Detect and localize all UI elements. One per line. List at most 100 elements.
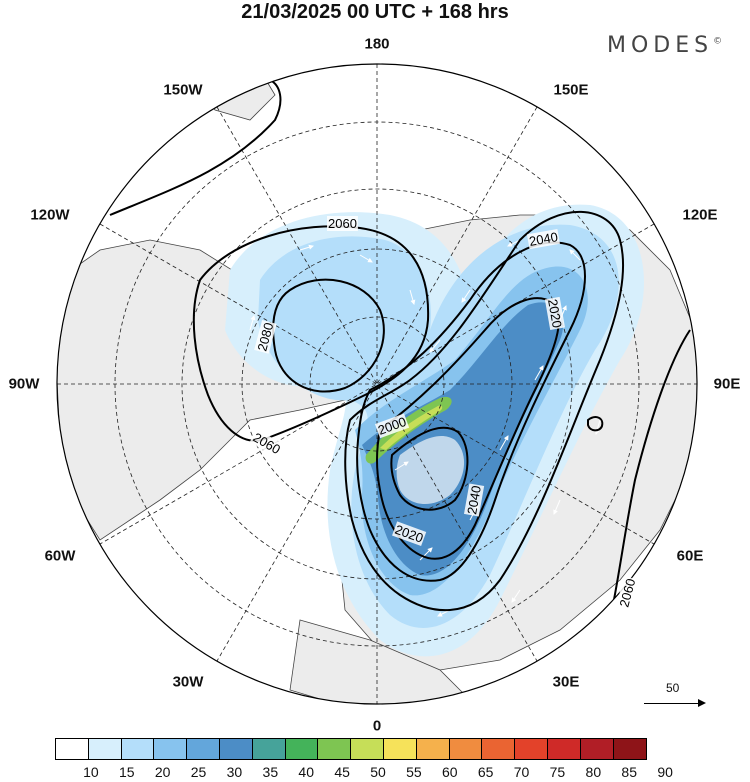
lon-label-120w: 120W	[30, 206, 70, 224]
lon-label-30e: 30E	[552, 673, 580, 691]
wind-arrow	[594, 419, 601, 435]
wind-arrow	[553, 499, 561, 515]
colorbar-cell	[154, 739, 188, 759]
brand-name: MODES	[607, 33, 714, 58]
colorbar-cell	[187, 739, 220, 759]
wind-speed-shading	[225, 204, 644, 657]
contour-label-background	[254, 319, 277, 354]
jet-max-yellow	[380, 405, 443, 450]
wind-arrow	[429, 339, 441, 353]
colorbar-cell	[383, 739, 417, 759]
contour-2000	[390, 426, 469, 511]
wind-arrow	[359, 254, 373, 263]
lon-label-90w: 90W	[8, 375, 40, 393]
map-boundary	[56, 63, 698, 705]
contour-label-background	[616, 575, 639, 610]
colorbar-tick-label: 90	[657, 764, 673, 780]
contour-label-background	[374, 413, 410, 439]
wind-arrow	[299, 244, 314, 251]
colorbar-tick-label: 25	[190, 764, 207, 780]
colorbar-cell	[482, 739, 516, 759]
colorbar-tick-label: 30	[226, 764, 243, 780]
lon-label-150w: 150W	[163, 81, 203, 99]
colorbar-cell	[56, 739, 89, 759]
wind-arrow	[507, 239, 521, 247]
lon-label-60w: 60W	[44, 547, 76, 565]
contour-label-background	[327, 216, 358, 231]
reference-vector-label: 50	[666, 681, 680, 695]
wind-arrow	[249, 315, 256, 331]
reference-wind-vector: 50	[644, 681, 708, 713]
contour-label-background	[544, 296, 566, 330]
colorbar-cell	[318, 739, 352, 759]
colorbar-tick-label: 15	[118, 764, 135, 780]
reference-arrow-head	[698, 699, 706, 707]
colorbar-cell	[219, 739, 253, 759]
height-contours	[109, 79, 691, 612]
meridian-120e-60w	[99, 223, 655, 545]
colorbar-tick-label: 60	[441, 764, 458, 780]
colorbar-cell	[613, 739, 647, 759]
contour-2020	[376, 297, 560, 560]
colorbar-cell	[351, 739, 384, 759]
colorbar-cell	[416, 739, 450, 759]
colorbar-tick-label: 40	[298, 764, 315, 780]
contour-label: 2080	[254, 321, 276, 353]
colorbar-tick-label: 45	[334, 764, 350, 780]
contour-label-background	[249, 429, 284, 458]
wind-arrow	[534, 365, 544, 381]
colorbar-tick-label: 80	[585, 764, 602, 780]
colorbar-tick-label: 35	[262, 764, 279, 780]
colorbar-tick-label: 20	[154, 764, 171, 780]
wind-arrow	[409, 289, 416, 305]
contour-small-loop	[587, 416, 604, 432]
contour-label-background	[526, 228, 560, 250]
contour-label: 2040	[464, 484, 484, 515]
modes-logo: MODES©	[607, 33, 722, 58]
colorbar-tick-label: 75	[549, 764, 566, 780]
meridian-120w-60e	[99, 223, 655, 545]
colorbar-cell	[515, 739, 548, 759]
contour-label: 2020	[545, 298, 565, 329]
map-title: 21/03/2025 00 UTC + 168 hrs	[241, 1, 509, 23]
lon-label-60e: 60E	[676, 547, 704, 565]
wind-band-inner	[396, 435, 465, 505]
wind-arrow	[419, 547, 433, 561]
colorbar-cell	[252, 739, 286, 759]
reference-arrow-shaft	[644, 703, 702, 704]
contour-label: 2060	[616, 577, 638, 609]
lon-label-0: 0	[372, 717, 382, 735]
colorbar-cell	[285, 739, 319, 759]
contour-label: 2060	[328, 216, 357, 231]
contour-label-background	[464, 483, 485, 517]
colorbar-tick-label: 70	[513, 764, 530, 780]
colorbar-cell	[121, 739, 155, 759]
meridian-150e-30w	[216, 106, 538, 662]
contour-arctic-edge	[109, 79, 282, 216]
wind-arrow	[461, 289, 471, 303]
colorbar-cell	[88, 739, 122, 759]
contour-2060-southeast	[611, 329, 691, 611]
colorbar-cell	[580, 739, 614, 759]
colorbar-tick-label: 65	[477, 764, 494, 780]
wind-arrow	[511, 589, 521, 603]
lon-label-150e: 150E	[553, 81, 589, 99]
contour-label: 2040	[528, 229, 559, 249]
wind-speed-colorbar	[55, 738, 648, 760]
wind-arrow	[394, 461, 409, 471]
lon-label-30w: 30W	[172, 673, 204, 691]
lon-label-180: 180	[364, 35, 390, 53]
copyright-mark: ©	[713, 36, 723, 47]
contour-2040-central	[356, 241, 586, 582]
colorbar-tick-label: 85	[621, 764, 638, 780]
colorbar-cell	[547, 739, 581, 759]
colorbar-tick-label: 10	[83, 764, 99, 780]
contour-label-background	[392, 521, 427, 547]
wind-arrow	[569, 249, 581, 261]
contour-2060-east	[344, 210, 625, 612]
wind-arrow	[499, 435, 509, 451]
lon-label-90e: 90E	[713, 375, 741, 393]
colorbar-tick-label: 50	[370, 764, 386, 780]
meridian-150w-30e	[216, 106, 538, 662]
